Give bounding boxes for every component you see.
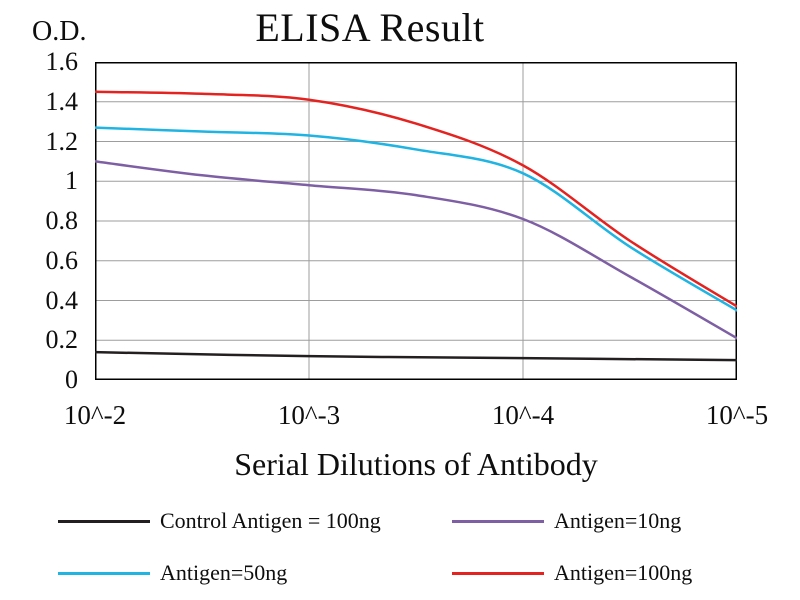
y-tick-label: 1.4 xyxy=(45,86,79,116)
legend-label: Antigen=50ng xyxy=(160,560,288,585)
y-axis-tick-labels: 0 0.2 0.4 0.6 0.8 1 1.2 1.4 1.6 xyxy=(18,47,86,394)
plot-area xyxy=(95,62,737,380)
legend-line-swatch xyxy=(452,519,544,523)
chart-title: ELISA Result xyxy=(255,5,485,50)
y-tick-label: 1.6 xyxy=(45,47,79,76)
legend-label: Control Antigen = 100ng xyxy=(160,508,381,533)
x-tick-label: 10^-3 xyxy=(277,400,341,430)
x-axis-label: Serial Dilutions of Antibody xyxy=(234,446,598,482)
x-axis-tick-labels: 10^-2 10^-3 10^-4 10^-5 xyxy=(64,400,768,436)
legend-line-swatch xyxy=(58,519,150,523)
x-tick-label: 10^-5 xyxy=(705,400,769,430)
legend-item: Antigen=50ng xyxy=(58,560,452,586)
y-tick-label: 1.2 xyxy=(45,126,79,156)
series-line xyxy=(95,350,737,362)
y-axis-label: O.D. xyxy=(32,16,87,47)
series-line xyxy=(95,126,737,312)
y-tick-label: 0 xyxy=(65,365,78,394)
chart-legend: Control Antigen = 100ng Antigen=10ng Antig… xyxy=(58,508,778,586)
legend-label: Antigen=10ng xyxy=(554,508,682,533)
legend-item: Control Antigen = 100ng xyxy=(58,508,452,534)
y-tick-label: 0.4 xyxy=(45,285,79,315)
legend-label: Antigen=100ng xyxy=(554,560,693,585)
series-line xyxy=(95,160,737,340)
x-tick-label: 10^-4 xyxy=(491,400,555,430)
y-tick-label: 0.2 xyxy=(45,325,79,355)
legend-line-swatch xyxy=(58,571,150,575)
legend-item: Antigen=10ng xyxy=(452,508,778,534)
y-tick-label: 1 xyxy=(65,166,78,196)
x-tick-label: 10^-2 xyxy=(63,400,127,430)
y-tick-label: 0.6 xyxy=(45,245,79,275)
legend-item: Antigen=100ng xyxy=(452,560,778,586)
legend-line-swatch xyxy=(452,571,544,575)
y-tick-label: 0.8 xyxy=(45,206,79,235)
series-line xyxy=(95,90,737,308)
